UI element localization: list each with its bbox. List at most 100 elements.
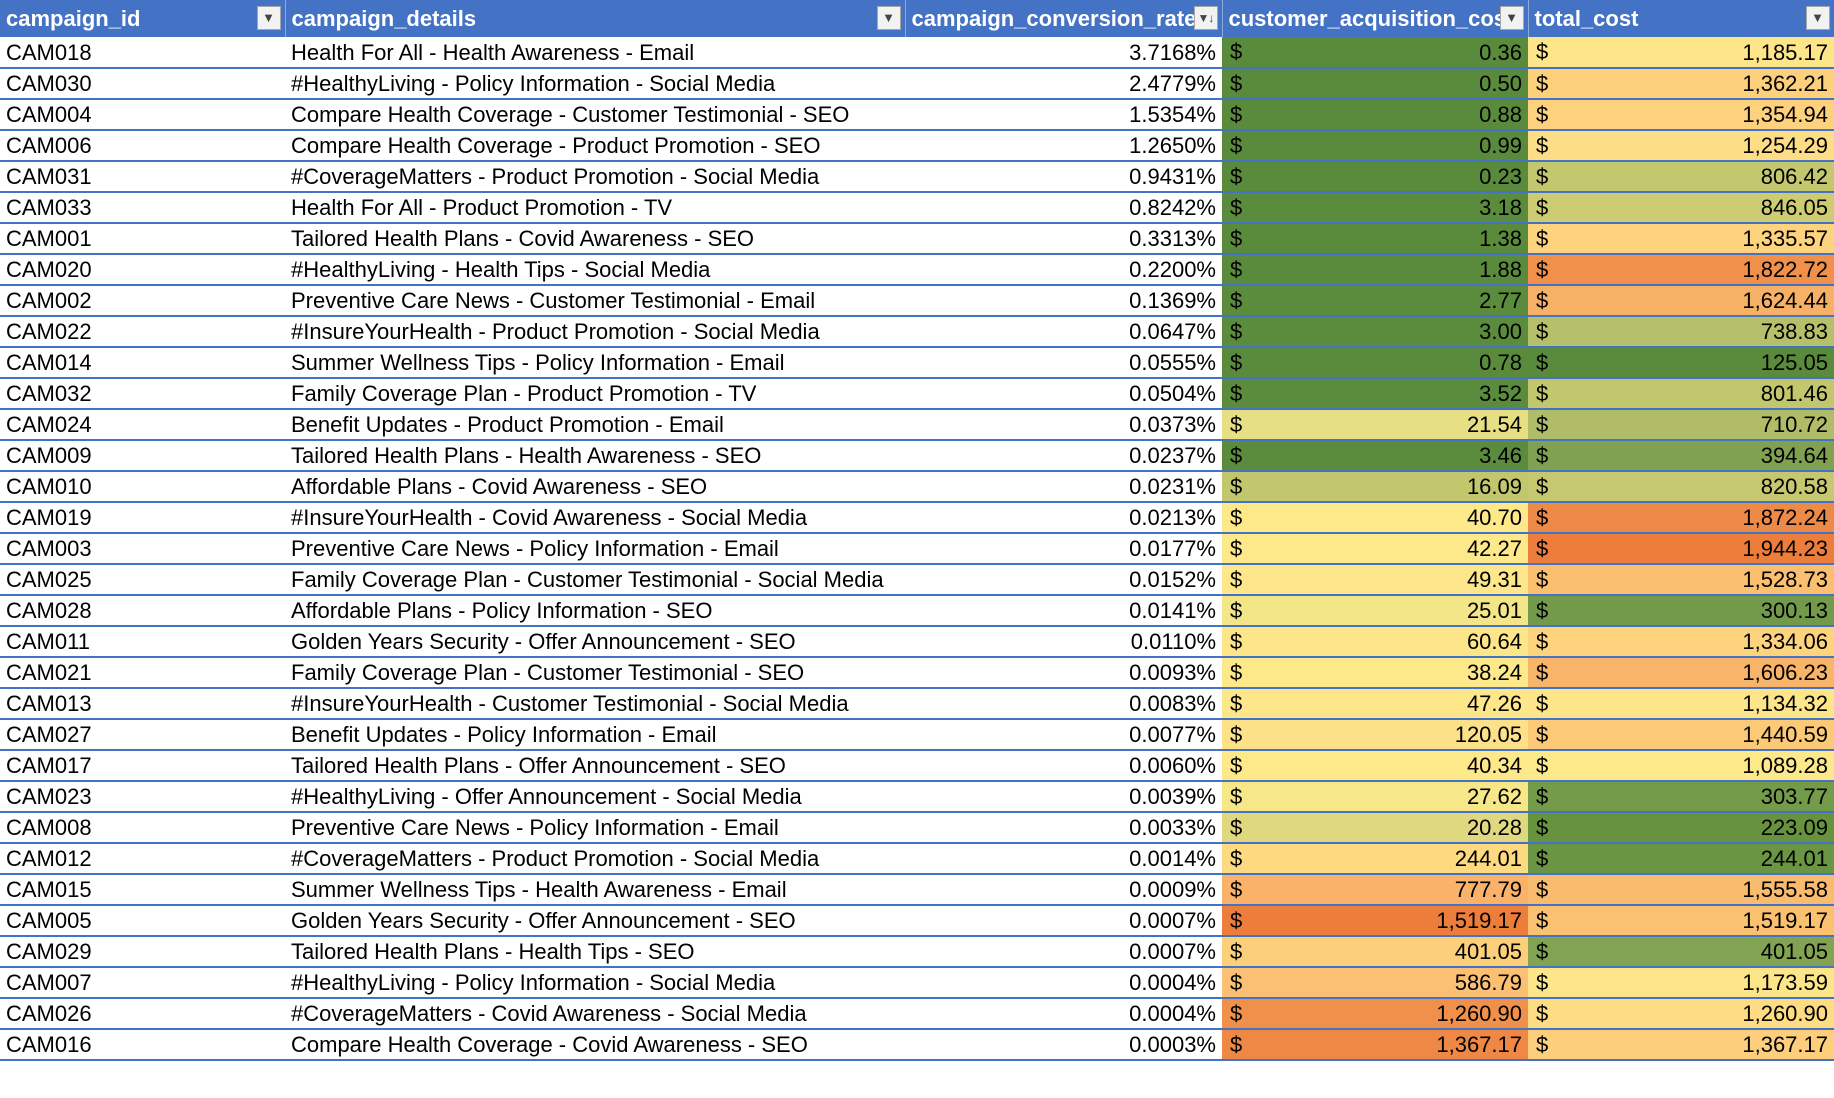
cell-campaign-id[interactable]: CAM008 <box>0 812 285 844</box>
cell-total-cost[interactable]: $1,334.06 <box>1528 626 1834 658</box>
cell-total-cost[interactable]: $1,254.29 <box>1528 130 1834 162</box>
cell-total-cost[interactable]: $1,185.17 <box>1528 37 1834 69</box>
cell-conversion-rate[interactable]: 0.0083% <box>905 688 1222 720</box>
header-campaign-id[interactable]: campaign_id ▼ <box>0 0 286 37</box>
cell-customer-acquisition-cost[interactable]: $38.24 <box>1222 657 1528 689</box>
cell-total-cost[interactable]: $1,555.58 <box>1528 874 1834 906</box>
cell-campaign-id[interactable]: CAM027 <box>0 719 285 751</box>
cell-conversion-rate[interactable]: 0.0152% <box>905 564 1222 596</box>
cell-campaign-id[interactable]: CAM023 <box>0 781 285 813</box>
cell-campaign-id[interactable]: CAM001 <box>0 223 285 255</box>
cell-customer-acquisition-cost[interactable]: $1,367.17 <box>1222 1029 1528 1061</box>
cell-campaign-id[interactable]: CAM013 <box>0 688 285 720</box>
cell-customer-acquisition-cost[interactable]: $25.01 <box>1222 595 1528 627</box>
cell-campaign-id[interactable]: CAM032 <box>0 378 285 410</box>
cell-campaign-details[interactable]: Golden Years Security - Offer Announceme… <box>285 626 905 658</box>
cell-customer-acquisition-cost[interactable]: $21.54 <box>1222 409 1528 441</box>
cell-total-cost[interactable]: $1,872.24 <box>1528 502 1834 534</box>
cell-customer-acquisition-cost[interactable]: $3.00 <box>1222 316 1528 348</box>
cell-conversion-rate[interactable]: 0.0231% <box>905 471 1222 503</box>
cell-campaign-id[interactable]: CAM024 <box>0 409 285 441</box>
filter-dropdown-icon[interactable]: ▼ <box>1805 6 1830 30</box>
cell-campaign-id[interactable]: CAM017 <box>0 750 285 782</box>
cell-customer-acquisition-cost[interactable]: $40.34 <box>1222 750 1528 782</box>
cell-total-cost[interactable]: $300.13 <box>1528 595 1834 627</box>
filter-dropdown-icon[interactable]: ▼ <box>1499 6 1524 30</box>
cell-campaign-details[interactable]: #CoverageMatters - Product Promotion - S… <box>285 161 905 193</box>
cell-campaign-details[interactable]: Tailored Health Plans - Health Awareness… <box>285 440 905 472</box>
cell-customer-acquisition-cost[interactable]: $3.18 <box>1222 192 1528 224</box>
cell-conversion-rate[interactable]: 0.2200% <box>905 254 1222 286</box>
cell-conversion-rate[interactable]: 3.7168% <box>905 37 1222 69</box>
cell-campaign-details[interactable]: Family Coverage Plan - Customer Testimon… <box>285 564 905 596</box>
cell-campaign-details[interactable]: Family Coverage Plan - Product Promotion… <box>285 378 905 410</box>
cell-total-cost[interactable]: $1,606.23 <box>1528 657 1834 689</box>
cell-total-cost[interactable]: $710.72 <box>1528 409 1834 441</box>
cell-conversion-rate[interactable]: 0.0039% <box>905 781 1222 813</box>
cell-campaign-details[interactable]: Benefit Updates - Policy Information - E… <box>285 719 905 751</box>
cell-conversion-rate[interactable]: 0.0237% <box>905 440 1222 472</box>
cell-campaign-id[interactable]: CAM012 <box>0 843 285 875</box>
cell-customer-acquisition-cost[interactable]: $0.36 <box>1222 37 1528 69</box>
cell-total-cost[interactable]: $394.64 <box>1528 440 1834 472</box>
cell-campaign-id[interactable]: CAM028 <box>0 595 285 627</box>
cell-customer-acquisition-cost[interactable]: $244.01 <box>1222 843 1528 875</box>
cell-conversion-rate[interactable]: 0.0373% <box>905 409 1222 441</box>
cell-campaign-id[interactable]: CAM005 <box>0 905 285 937</box>
cell-customer-acquisition-cost[interactable]: $16.09 <box>1222 471 1528 503</box>
cell-total-cost[interactable]: $1,173.59 <box>1528 967 1834 999</box>
cell-conversion-rate[interactable]: 0.0141% <box>905 595 1222 627</box>
filter-dropdown-icon[interactable]: ▼ <box>256 6 281 30</box>
cell-campaign-id[interactable]: CAM021 <box>0 657 285 689</box>
cell-conversion-rate[interactable]: 0.9431% <box>905 161 1222 193</box>
cell-campaign-details[interactable]: Compare Health Coverage - Covid Awarenes… <box>285 1029 905 1061</box>
cell-campaign-id[interactable]: CAM009 <box>0 440 285 472</box>
cell-conversion-rate[interactable]: 0.0014% <box>905 843 1222 875</box>
cell-conversion-rate[interactable]: 0.0504% <box>905 378 1222 410</box>
cell-campaign-id[interactable]: CAM026 <box>0 998 285 1030</box>
filter-dropdown-icon[interactable]: ▼ <box>876 6 901 30</box>
cell-conversion-rate[interactable]: 0.0077% <box>905 719 1222 751</box>
cell-total-cost[interactable]: $1,440.59 <box>1528 719 1834 751</box>
cell-total-cost[interactable]: $1,519.17 <box>1528 905 1834 937</box>
cell-conversion-rate[interactable]: 0.0060% <box>905 750 1222 782</box>
header-campaign-details[interactable]: campaign_details ▼ <box>285 0 906 37</box>
cell-campaign-details[interactable]: Health For All - Health Awareness - Emai… <box>285 37 905 69</box>
cell-conversion-rate[interactable]: 0.0110% <box>905 626 1222 658</box>
cell-customer-acquisition-cost[interactable]: $0.78 <box>1222 347 1528 379</box>
cell-customer-acquisition-cost[interactable]: $49.31 <box>1222 564 1528 596</box>
cell-conversion-rate[interactable]: 0.0555% <box>905 347 1222 379</box>
cell-total-cost[interactable]: $1,362.21 <box>1528 68 1834 100</box>
cell-customer-acquisition-cost[interactable]: $0.99 <box>1222 130 1528 162</box>
cell-customer-acquisition-cost[interactable]: $120.05 <box>1222 719 1528 751</box>
cell-conversion-rate[interactable]: 0.8242% <box>905 192 1222 224</box>
header-campaign-conversion-rate[interactable]: campaign_conversion_rate ▼↓ <box>905 0 1223 37</box>
cell-campaign-details[interactable]: Tailored Health Plans - Covid Awareness … <box>285 223 905 255</box>
cell-customer-acquisition-cost[interactable]: $0.23 <box>1222 161 1528 193</box>
cell-campaign-id[interactable]: CAM016 <box>0 1029 285 1061</box>
cell-campaign-details[interactable]: #HealthyLiving - Offer Announcement - So… <box>285 781 905 813</box>
cell-campaign-details[interactable]: #HealthyLiving - Policy Information - So… <box>285 967 905 999</box>
cell-customer-acquisition-cost[interactable]: $1.88 <box>1222 254 1528 286</box>
sort-descending-filter-icon[interactable]: ▼↓ <box>1193 6 1218 30</box>
header-total-cost[interactable]: total_cost ▼ <box>1528 0 1834 37</box>
cell-conversion-rate[interactable]: 0.0093% <box>905 657 1222 689</box>
cell-campaign-details[interactable]: #InsureYourHealth - Customer Testimonial… <box>285 688 905 720</box>
cell-total-cost[interactable]: $801.46 <box>1528 378 1834 410</box>
cell-total-cost[interactable]: $1,822.72 <box>1528 254 1834 286</box>
cell-customer-acquisition-cost[interactable]: $1,260.90 <box>1222 998 1528 1030</box>
cell-campaign-details[interactable]: #CoverageMatters - Covid Awareness - Soc… <box>285 998 905 1030</box>
cell-customer-acquisition-cost[interactable]: $1,519.17 <box>1222 905 1528 937</box>
cell-conversion-rate[interactable]: 0.1369% <box>905 285 1222 317</box>
cell-campaign-id[interactable]: CAM022 <box>0 316 285 348</box>
cell-campaign-id[interactable]: CAM007 <box>0 967 285 999</box>
cell-campaign-details[interactable]: Summer Wellness Tips - Health Awareness … <box>285 874 905 906</box>
cell-campaign-details[interactable]: Preventive Care News - Policy Informatio… <box>285 533 905 565</box>
cell-customer-acquisition-cost[interactable]: $777.79 <box>1222 874 1528 906</box>
cell-campaign-id[interactable]: CAM033 <box>0 192 285 224</box>
cell-conversion-rate[interactable]: 0.0007% <box>905 905 1222 937</box>
cell-campaign-details[interactable]: Family Coverage Plan - Customer Testimon… <box>285 657 905 689</box>
cell-campaign-details[interactable]: #InsureYourHealth - Product Promotion - … <box>285 316 905 348</box>
cell-campaign-id[interactable]: CAM019 <box>0 502 285 534</box>
header-customer-acquisition-cost[interactable]: customer_acquisition_cost ▼ <box>1222 0 1529 37</box>
